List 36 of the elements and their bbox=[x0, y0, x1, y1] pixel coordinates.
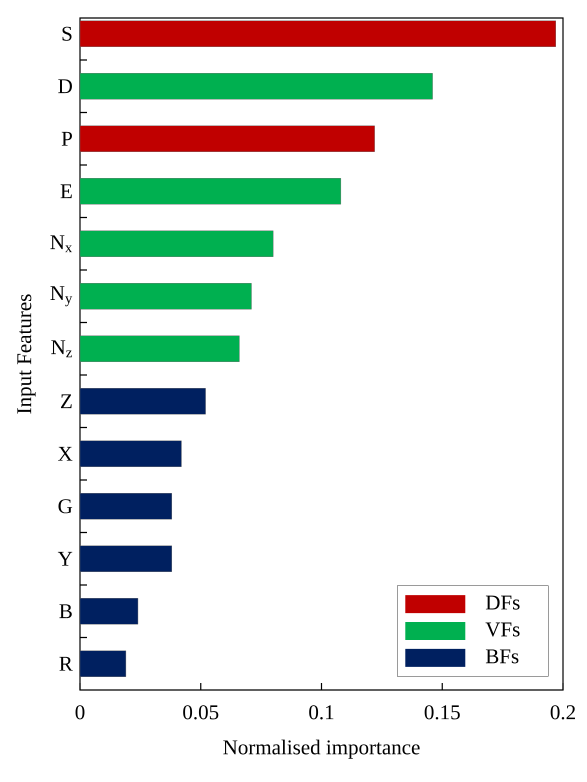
legend-label: DFs bbox=[486, 596, 520, 610]
y-tick-label: Z bbox=[60, 394, 72, 408]
bar bbox=[80, 336, 240, 362]
bar bbox=[80, 230, 274, 257]
y-tick-label: P bbox=[62, 132, 72, 146]
y-tick-label: B bbox=[59, 604, 72, 618]
bar bbox=[80, 178, 342, 204]
y-tick-label: G bbox=[58, 499, 72, 514]
bar bbox=[80, 546, 172, 572]
x-tick-label: 0.2 bbox=[550, 705, 575, 720]
bar bbox=[80, 493, 172, 520]
legend-label: VFs bbox=[486, 622, 520, 637]
y-tick-label: R bbox=[59, 656, 73, 671]
y-axis-title: Input Features bbox=[17, 294, 36, 414]
bar bbox=[80, 126, 375, 152]
x-tick-label: 0 bbox=[76, 705, 84, 720]
bar bbox=[80, 440, 182, 467]
bar bbox=[80, 388, 206, 414]
legend-label: BFs bbox=[486, 649, 518, 664]
y-tick-label: D bbox=[58, 79, 72, 94]
bar bbox=[80, 20, 556, 47]
bar bbox=[80, 73, 433, 100]
x-tick-label: 0.1 bbox=[309, 705, 334, 720]
y-tick-label: E bbox=[60, 184, 72, 198]
bar bbox=[80, 283, 252, 310]
y-tick-label: Y bbox=[58, 552, 72, 566]
y-tick-label: N$_{y}$ bbox=[50, 286, 72, 306]
x-tick-label: 0.15 bbox=[424, 705, 460, 720]
bar bbox=[80, 598, 138, 624]
y-tick-label: N$_{z}$ bbox=[51, 340, 72, 358]
x-tick-label: 0.05 bbox=[183, 705, 218, 720]
y-tick-label: N$_{x}$ bbox=[50, 235, 72, 252]
y-tick-label: S bbox=[62, 26, 72, 41]
y-tick-label: X bbox=[58, 446, 72, 461]
bar bbox=[80, 650, 126, 677]
x-axis-title: Normalised importance bbox=[223, 740, 420, 759]
